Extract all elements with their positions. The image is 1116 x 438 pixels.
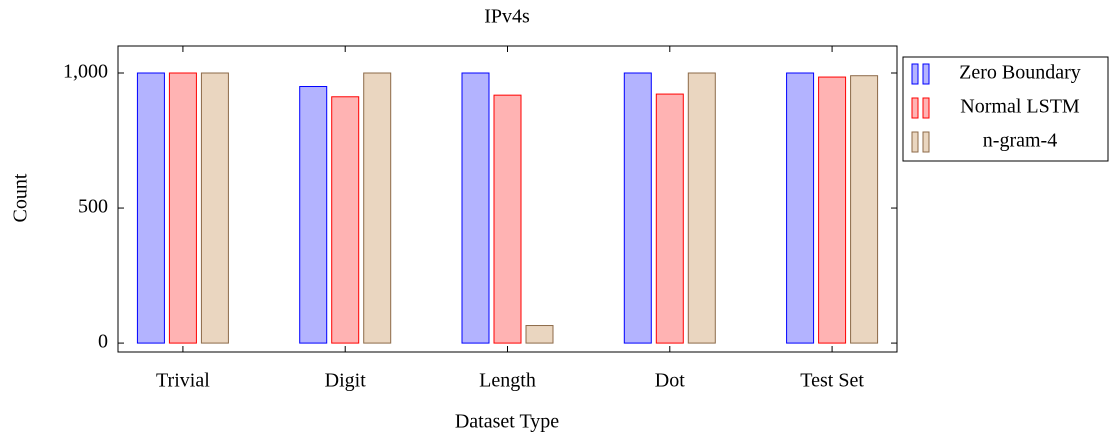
x-tick-label: Test Set	[800, 370, 864, 392]
legend-swatch	[922, 63, 930, 85]
x-tick-label: Trivial	[156, 370, 210, 392]
bar	[363, 72, 392, 344]
bar	[200, 72, 229, 344]
bar	[786, 72, 815, 344]
legend-swatch	[911, 63, 919, 85]
bar	[136, 72, 165, 344]
bar	[299, 86, 328, 344]
chart-title: IPv4s	[484, 6, 530, 28]
legend-swatch	[922, 97, 930, 119]
bar	[655, 93, 684, 344]
bar	[818, 76, 847, 344]
x-tick-label: Dot	[655, 370, 685, 392]
legend-swatch	[911, 97, 919, 119]
y-axis-label: Count	[10, 173, 32, 222]
y-tick-label: 0	[98, 331, 108, 353]
bar	[850, 75, 879, 344]
bar	[525, 325, 554, 344]
legend-box	[902, 56, 1109, 162]
bar	[687, 72, 716, 344]
legend-label: Normal LSTM	[960, 96, 1080, 118]
bar	[461, 72, 490, 344]
x-tick-label: Length	[479, 370, 536, 392]
legend-swatch	[911, 131, 919, 153]
bar	[623, 72, 652, 344]
bar	[331, 96, 360, 344]
y-tick-label: 500	[78, 196, 108, 218]
legend-label: Zero Boundary	[959, 62, 1081, 84]
x-tick-label: Digit	[325, 370, 367, 392]
legend-label: n-gram-4	[983, 130, 1057, 152]
x-axis-label: Dataset Type	[455, 411, 559, 433]
bar	[168, 72, 197, 344]
bar	[493, 94, 522, 344]
y-tick-label: 1,000	[63, 61, 108, 83]
legend-swatch	[922, 131, 930, 153]
